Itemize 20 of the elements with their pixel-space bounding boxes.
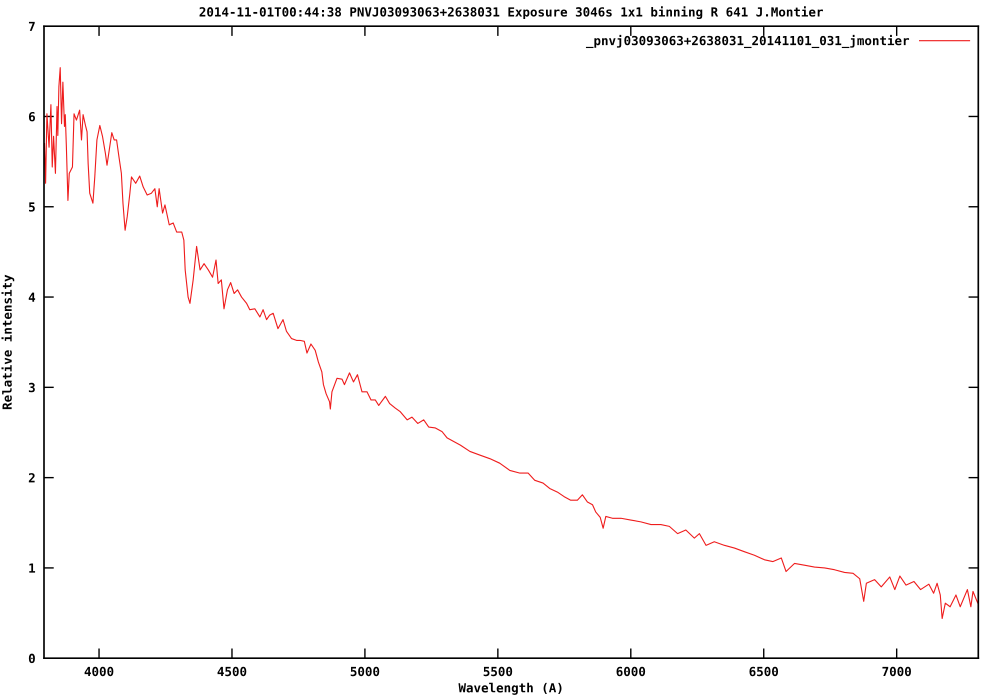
x-tick-label: 4000 <box>84 666 114 676</box>
y-axis-title: Relative intensity <box>1 274 14 410</box>
line-series <box>44 67 978 620</box>
y-tick-label: 6 <box>28 112 35 122</box>
x-axis-title: Wavelength (A) <box>458 682 562 695</box>
y-tick-label: 1 <box>29 564 36 573</box>
x-tick-label: 6500 <box>749 666 778 676</box>
legend-label: _pnvj03093063+2638031_20141101_031_jmontier <box>586 34 910 48</box>
x-tick-label: 5000 <box>350 666 380 676</box>
x-tick-label: 6000 <box>616 666 646 676</box>
chart-title: 2014-11-01T00:44:38 PNVJ03093063+2638031 Exposure 3046s 1x1 binning R 641 J.Montier <box>200 6 823 20</box>
y-tick-label: 7 <box>28 22 35 31</box>
y-tick-label: 3 <box>28 382 35 392</box>
x-tick-label: 7000 <box>882 666 911 676</box>
y-tick-label: 5 <box>29 202 35 212</box>
y-tick-label: 2 <box>28 473 35 482</box>
x-tick-label: 4500 <box>218 666 246 676</box>
y-tick-label: 0 <box>28 654 35 664</box>
y-tick-label: 4 <box>28 292 36 302</box>
x-tick-label: 5500 <box>484 666 512 676</box>
